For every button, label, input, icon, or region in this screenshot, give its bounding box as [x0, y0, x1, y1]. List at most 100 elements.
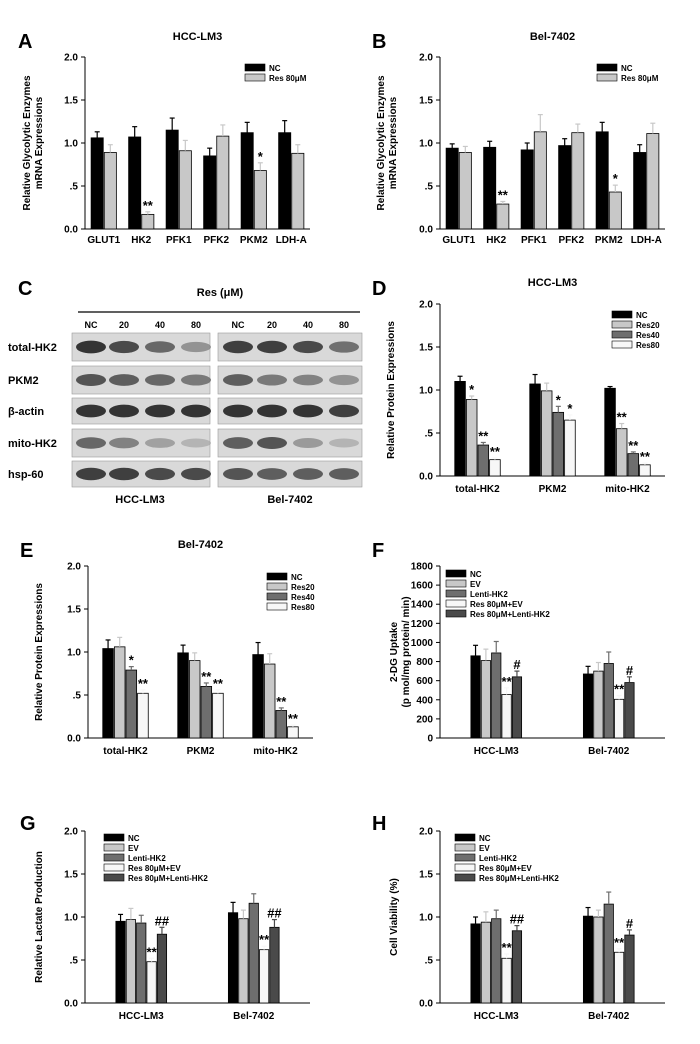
bar [291, 152, 305, 230]
x-tick-label: total-HK2 [103, 746, 148, 757]
y-axis-label: 2-DG Uptake [389, 622, 400, 682]
chart-panel-A: A HCC-LM3 0.0 .5 1.0 1.5 2.0 Relative Glycolyti… [18, 31, 310, 246]
bar [582, 673, 594, 739]
legend-label: NC [291, 573, 303, 582]
x-tick-label: LDH-A [276, 235, 307, 246]
panel-label-E: E [20, 540, 33, 562]
bar [103, 152, 117, 230]
blot-cellline-label: HCC-LM3 [115, 494, 165, 506]
lane-label: 20 [119, 320, 129, 330]
legend-swatch [596, 73, 618, 82]
bar [227, 912, 239, 1004]
bar [624, 934, 635, 1004]
y-tick-label: .5 [70, 182, 79, 193]
blot-band [257, 374, 287, 386]
blot-row-label: PKM2 [8, 375, 39, 387]
x-tick-label: PKM2 [187, 746, 215, 757]
legend-label: Res 80μM+EV [479, 864, 532, 873]
y-tick-label: 1200 [411, 619, 434, 630]
significance-mark: ** [276, 694, 287, 709]
y-axis-label: mRNA Expressions [388, 96, 399, 189]
lane-label: 40 [303, 320, 313, 330]
chart-panel-G: G 0.0 .5 1.0 1.5 2.0 Relative Lactate Producti… [20, 813, 310, 1022]
significance-mark: ** [490, 444, 501, 459]
blot-band [145, 404, 175, 418]
bar [136, 922, 147, 1004]
significance-mark: ** [614, 935, 625, 950]
x-tick-label: PFK2 [558, 235, 584, 246]
significance-mark: * [613, 171, 619, 186]
x-tick-label: mito-HK2 [253, 746, 298, 757]
bar [595, 131, 609, 230]
bar [624, 682, 635, 739]
x-tick-label: PKM2 [240, 235, 268, 246]
significance-mark: ** [288, 711, 299, 726]
blot-row-label: β-actin [8, 406, 44, 418]
y-tick-label: 0.0 [64, 225, 78, 236]
significance-mark: ** [502, 940, 513, 955]
legend-label: Res20 [636, 321, 660, 330]
y-axis-label: Relative Glycolytic Enzymes [376, 75, 387, 211]
chart-title: HCC-LM3 [528, 277, 578, 289]
significance-mark: ** [502, 674, 513, 689]
bar [137, 692, 149, 739]
y-tick-label: 1400 [411, 600, 434, 611]
bar [614, 951, 625, 1004]
blot-band [257, 468, 287, 480]
bar [248, 902, 259, 1004]
blot-band [145, 341, 175, 353]
y-axis-label: mRNA Expressions [34, 96, 45, 189]
blot-row-label: total-HK2 [8, 342, 57, 354]
y-tick-label: 2.0 [419, 827, 433, 838]
y-tick-label: 1.0 [64, 139, 78, 150]
x-tick-label: HCC-LM3 [119, 1011, 164, 1022]
legend-swatch [266, 602, 288, 611]
blot-band [223, 374, 253, 386]
significance-mark: ## [510, 912, 525, 927]
bar [156, 933, 168, 1004]
significance-mark: ** [628, 438, 639, 453]
blot-band [109, 437, 139, 449]
x-tick-label: Bel-7402 [588, 746, 630, 757]
x-tick-label: Bel-7402 [588, 1011, 630, 1022]
x-tick-label: PFK1 [166, 235, 192, 246]
legend-swatch [445, 599, 467, 608]
x-tick-label: total-HK2 [455, 484, 500, 495]
lane-label: 80 [339, 320, 349, 330]
legend-swatch [445, 609, 467, 618]
bar [480, 921, 491, 1004]
y-axis-label: Relative Lactate Production [34, 851, 45, 983]
x-tick-label: GLUT1 [87, 235, 120, 246]
x-tick-label: PKM2 [539, 484, 567, 495]
bar [90, 137, 104, 230]
legend-label: Res80 [636, 341, 660, 350]
x-tick-label: HK2 [486, 235, 506, 246]
bar [125, 669, 138, 739]
bar [639, 464, 651, 477]
blot-header: Res (μM) [197, 287, 244, 299]
y-tick-label: 400 [416, 695, 433, 706]
blot-band [76, 467, 106, 481]
y-tick-label: 1.0 [64, 913, 78, 924]
y-tick-label: 0.0 [419, 472, 433, 483]
blot-band [223, 404, 253, 418]
bar [571, 132, 585, 230]
legend-swatch [266, 572, 288, 581]
blot-band [181, 438, 211, 448]
legend-label: Res40 [291, 593, 315, 602]
blot-band [145, 374, 175, 386]
blot-row-label: hsp-60 [8, 469, 43, 481]
bar [603, 663, 614, 739]
panel-label-G: G [20, 813, 36, 835]
legend-swatch [445, 579, 467, 588]
legend-label: Res 80μM+Lenti-HK2 [470, 610, 550, 619]
blot-band [76, 374, 106, 386]
blot-band [76, 437, 106, 449]
significance-mark: ** [213, 676, 224, 691]
significance-mark: * [567, 401, 573, 416]
blot-band [145, 438, 175, 448]
legend-swatch [454, 873, 476, 882]
bar [458, 152, 472, 230]
y-tick-label: 2.0 [67, 562, 81, 573]
